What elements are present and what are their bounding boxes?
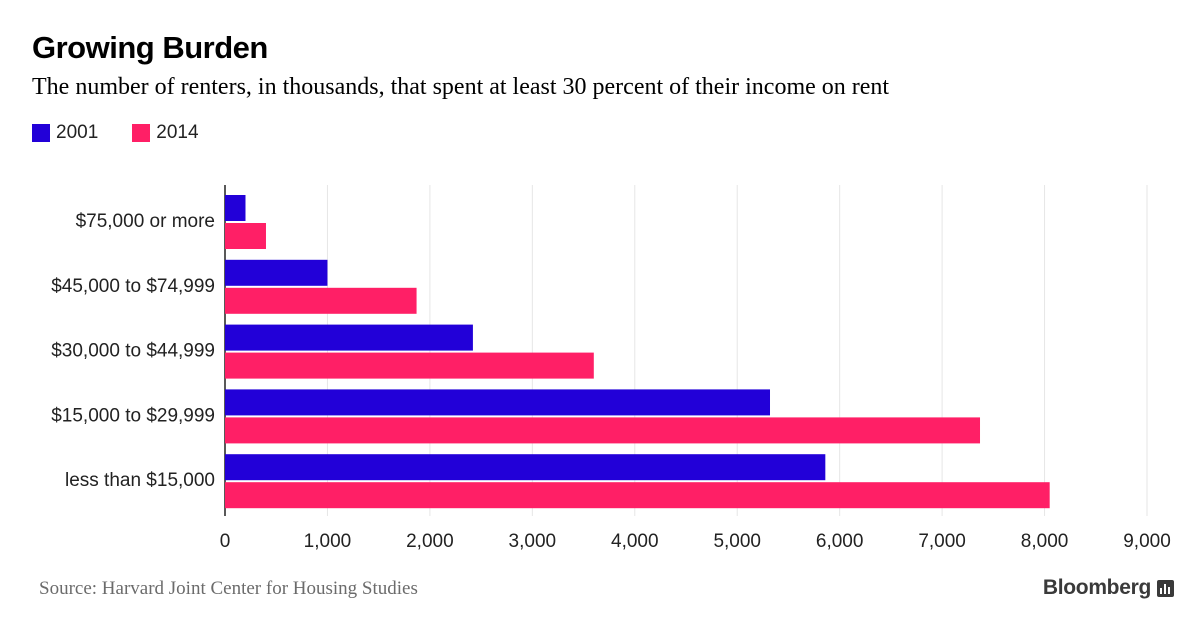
bar-2014 xyxy=(225,352,594,379)
bloomberg-terminal-icon xyxy=(1157,579,1174,597)
legend-item-2001: 2001 xyxy=(32,122,98,144)
bar-2014 xyxy=(225,287,417,314)
legend-swatch-2001 xyxy=(32,124,50,142)
category-label: $30,000 to $44,999 xyxy=(51,341,215,362)
x-tick-label: 7,000 xyxy=(918,531,966,552)
legend-swatch-2014 xyxy=(132,124,151,142)
bar-2014 xyxy=(225,223,266,249)
source-note: Source: Harvard Joint Center for Housing… xyxy=(39,578,418,599)
brand-name: Bloomberg xyxy=(1042,576,1151,599)
x-tick-label: 0 xyxy=(220,531,231,552)
chart-subtitle: The number of renters, in thousands, tha… xyxy=(32,74,890,100)
category-label: $45,000 to $74,999 xyxy=(51,276,215,297)
x-tick-label: 3,000 xyxy=(509,531,557,552)
category-labels: $75,000 or more $45,000 to $74,999 $30,000… xyxy=(51,211,215,491)
legend: 2001 2014 xyxy=(32,122,199,144)
bar-2014 xyxy=(225,482,1050,509)
bar-2001 xyxy=(225,389,771,416)
category-label: $75,000 or more xyxy=(76,211,215,232)
bar-2001 xyxy=(225,324,473,351)
category-label: $15,000 to $29,999 xyxy=(51,405,215,426)
bar-2001 xyxy=(225,454,826,481)
legend-item-2014: 2014 xyxy=(132,122,199,144)
x-tick-label: 8,000 xyxy=(1021,531,1069,552)
legend-label-2014: 2014 xyxy=(156,122,199,143)
bar-2014 xyxy=(225,417,981,444)
x-tick-label: 4,000 xyxy=(611,531,659,552)
x-tick-label: 2,000 xyxy=(406,531,454,552)
x-tick-label: 1,000 xyxy=(304,531,352,552)
x-tick-label: 5,000 xyxy=(713,531,761,552)
bar-2001 xyxy=(225,195,246,221)
chart-title: Growing Burden xyxy=(32,30,268,65)
x-tick-label: 6,000 xyxy=(816,531,864,552)
x-axis-ticks: 0 1,000 2,000 3,000 4,000 5,000 6,000 7,000 8,00… xyxy=(220,531,1171,552)
bloomberg-logo: Bloomberg xyxy=(1043,576,1174,600)
bars xyxy=(225,195,1050,509)
legend-label-2001: 2001 xyxy=(56,122,99,143)
bar-2001 xyxy=(225,259,328,286)
category-label: less than $15,000 xyxy=(65,470,215,491)
x-tick-label: 9,000 xyxy=(1123,531,1171,552)
